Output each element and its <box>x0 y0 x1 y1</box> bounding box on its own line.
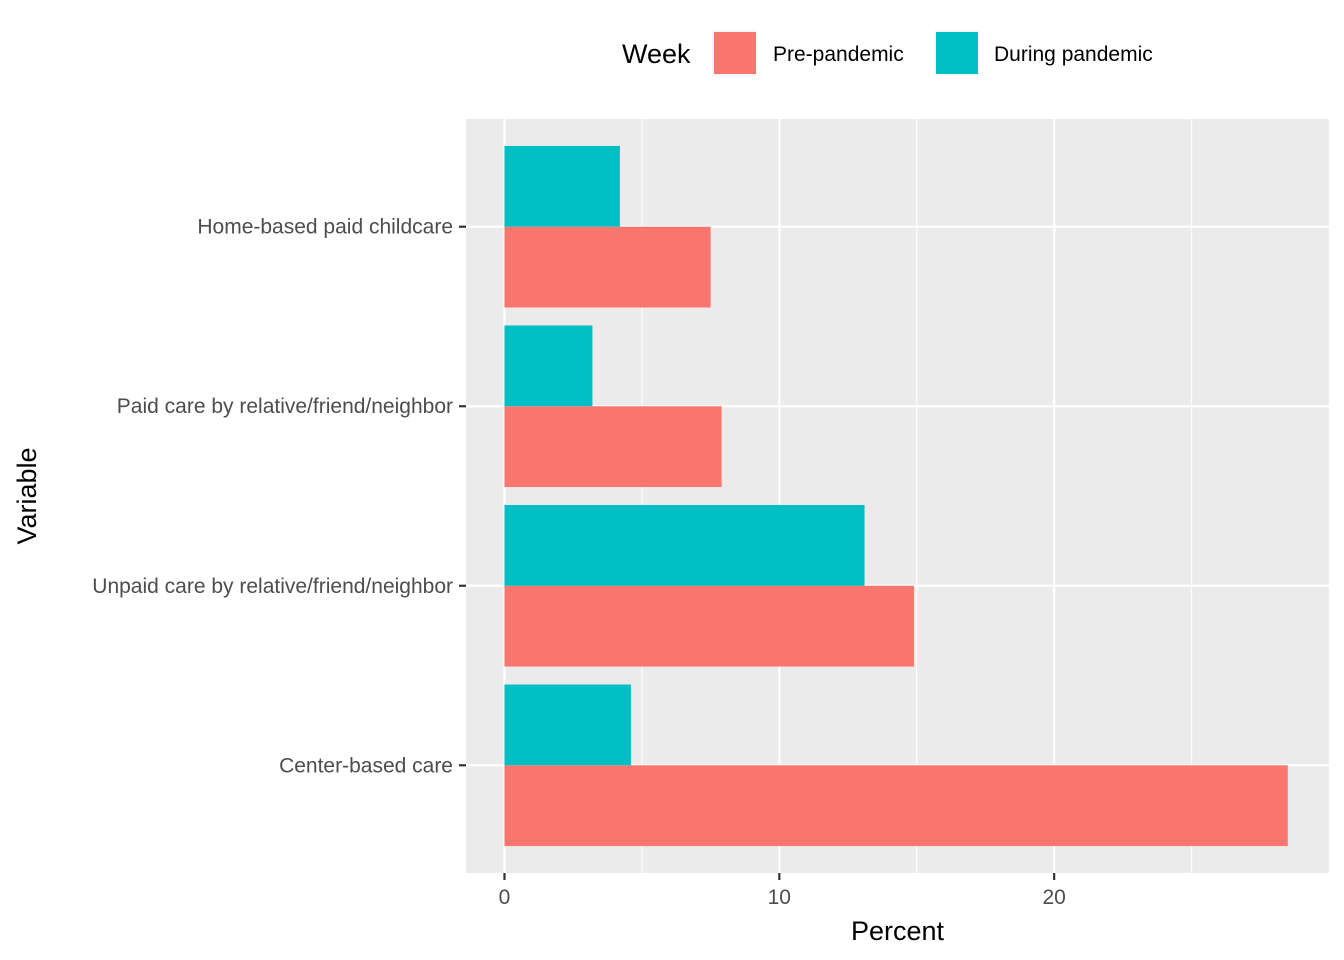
bar-during-pandemic <box>504 504 865 586</box>
bar-pre-pandemic <box>504 765 1288 847</box>
legend-title: Week <box>622 39 691 69</box>
legend-key-pre-pandemic <box>714 32 756 74</box>
legend-key-frame <box>934 30 980 76</box>
bar-pre-pandemic <box>504 585 914 667</box>
bars <box>504 145 1288 847</box>
bar-pre-pandemic <box>504 226 711 308</box>
y-tick-label: Center-based care <box>279 754 453 777</box>
y-tick-label: Unpaid care by relative/friend/neighbor <box>92 575 453 598</box>
y-axis-title: Variable <box>12 447 42 544</box>
bar-during-pandemic <box>504 684 631 766</box>
y-axis: Center-based care Unpaid care by relative… <box>92 216 466 777</box>
legend: Week Pre-pandemic During pandemic <box>622 30 1153 76</box>
legend-key-during-pandemic <box>936 32 978 74</box>
x-tick-label: 10 <box>768 886 791 909</box>
x-tick-label: 0 <box>499 886 511 909</box>
x-axis: 0 10 20 <box>499 873 1066 909</box>
y-tick-label: Paid care by relative/friend/neighbor <box>117 395 453 418</box>
legend-label: Pre-pandemic <box>773 43 904 66</box>
bar-during-pandemic <box>504 325 593 407</box>
legend-label: During pandemic <box>994 43 1153 66</box>
x-axis-title: Percent <box>851 916 945 946</box>
bar-pre-pandemic <box>504 406 722 488</box>
legend-key-frame <box>712 30 758 76</box>
bar-during-pandemic <box>504 145 620 227</box>
y-tick-label: Home-based paid childcare <box>197 216 453 239</box>
x-tick-label: 20 <box>1042 886 1065 909</box>
